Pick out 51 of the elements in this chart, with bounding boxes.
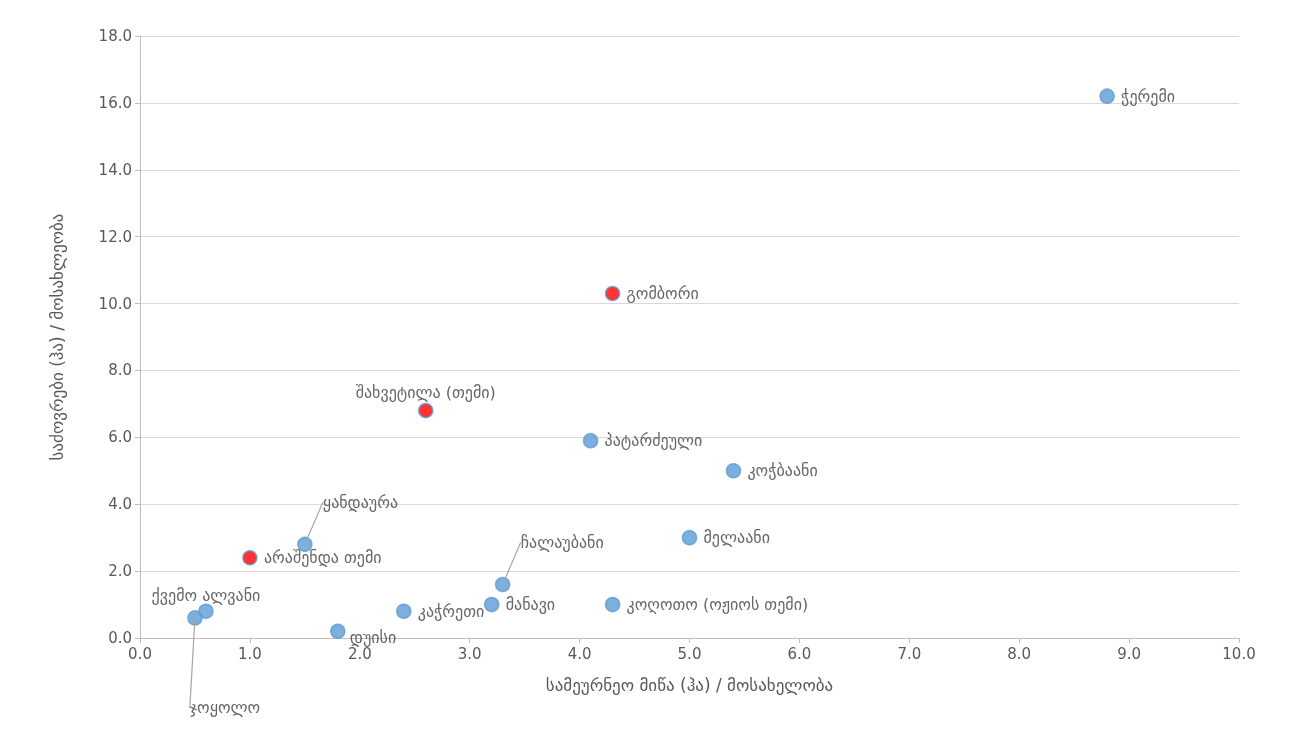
x-tick-label: 8.0 (1007, 644, 1032, 663)
annotation: კოჭბაანი (747, 461, 818, 481)
y-tick-label: 14.0 (98, 160, 132, 179)
x-tick-label: 10.0 (1222, 644, 1256, 663)
x-tick-label: 9.0 (1117, 644, 1142, 663)
point (604, 285, 621, 302)
y-tick-label: 0.0 (108, 629, 132, 647)
annotation: არაშენდა თემი (263, 548, 382, 568)
point (681, 529, 698, 546)
y-tick-label: 6.0 (108, 428, 132, 447)
point (483, 596, 500, 613)
annotation: პატარძეული (604, 431, 703, 451)
annotation: დუისი (349, 627, 397, 647)
annotation: კოღოთო (ოჟიოს თემი) (626, 595, 809, 615)
y-tick-label: 12.0 (98, 227, 132, 246)
x-tick-label: 3.0 (457, 644, 482, 663)
point (725, 463, 742, 479)
point (187, 610, 203, 626)
annotation: ჯოყოლო (189, 698, 261, 718)
x-tick-label: 4.0 (567, 644, 592, 663)
point (418, 402, 434, 419)
x-tick-label: 1.0 (237, 644, 262, 663)
annotation: ყანდაურა (322, 492, 399, 512)
annotation: მელაანი (703, 528, 770, 548)
annotation: ჩალაუბანი (520, 532, 604, 552)
point (242, 549, 258, 566)
point (1099, 88, 1115, 104)
annotation: ქვემო ალვანი (151, 585, 261, 605)
y-tick-label: 8.0 (108, 361, 132, 380)
y-axis-title: საძოვრები (ჰა) / მოსახლეობა (46, 213, 67, 461)
annotation: კაჭრეთი (417, 601, 485, 621)
x-tick-label: 7.0 (897, 644, 922, 663)
y-tick-label: 18.0 (98, 27, 132, 45)
point (330, 623, 346, 640)
x-tick-label: 6.0 (787, 644, 812, 663)
y-tick-label: 4.0 (108, 495, 132, 514)
point (494, 576, 511, 593)
point (604, 596, 621, 613)
point (198, 603, 214, 619)
point (396, 603, 412, 619)
annotation: შახვეტილა (თემი) (355, 383, 496, 403)
x-tick-label: 0.0 (128, 644, 152, 663)
annotation: გომბორი (626, 284, 699, 304)
y-tick-label: 16.0 (98, 93, 132, 112)
annotation: მანავი (505, 595, 556, 615)
point (582, 432, 599, 449)
annotation: ჭერემი (1121, 86, 1176, 106)
y-tick-label: 10.0 (98, 294, 132, 313)
x-tick-label: 5.0 (677, 644, 702, 663)
x-axis-title: სამეურნეო მიწა (ჰა) / მოსახელობა (545, 674, 834, 695)
y-tick-label: 2.0 (108, 562, 132, 581)
